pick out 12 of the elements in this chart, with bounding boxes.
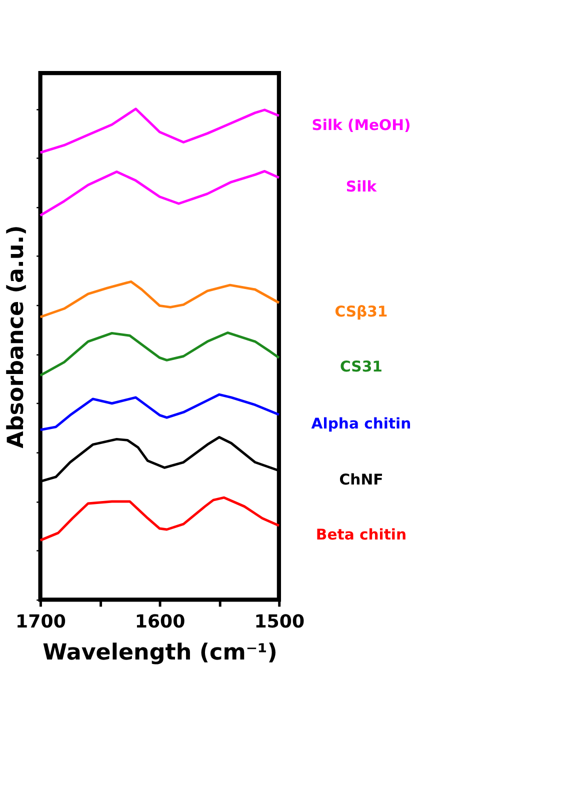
text: ChNF [339,472,384,489]
text: Silk [346,178,378,196]
x-tick-label: 1600 [134,611,186,632]
text: CS31 [340,358,382,376]
text: Silk (MeOH) [312,116,411,134]
text: CSβ31 [334,304,388,321]
y-axis-title: Absorbance (a.u.) [2,225,29,448]
x-tick-label: 1700 [16,611,66,632]
text: Alpha chitin [311,416,412,433]
text: Beta chitin [316,526,407,544]
x-tick-label: 1500 [254,611,305,632]
x-axis-title: Wavelength (cm⁻¹) [42,639,278,666]
